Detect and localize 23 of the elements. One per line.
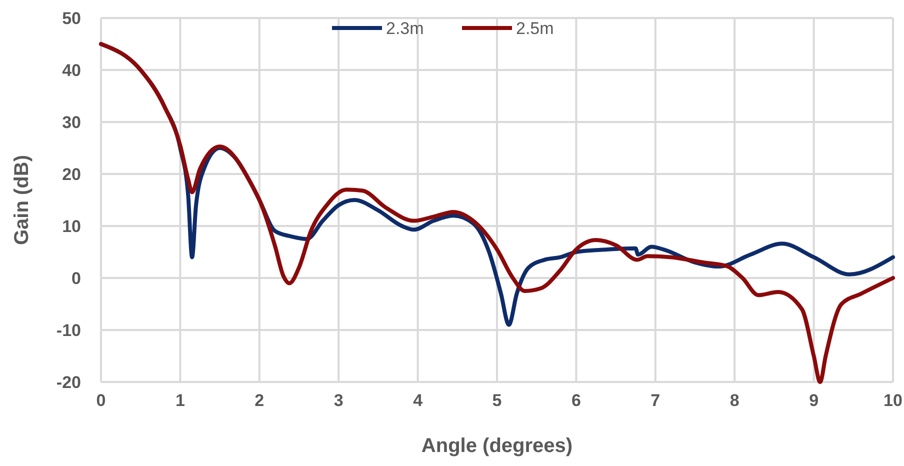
x-tick-label: 9 — [809, 391, 819, 410]
y-tick-label: 50 — [62, 9, 81, 28]
x-tick-label: 1 — [175, 391, 185, 410]
y-tick-label: 0 — [72, 269, 81, 288]
x-axis-title: Angle (degrees) — [421, 435, 573, 457]
y-axis-title: Gain (dB) — [11, 155, 33, 245]
x-tick-label: 7 — [650, 391, 660, 410]
legend-label: 2.5m — [516, 19, 554, 38]
y-tick-label: -10 — [56, 321, 81, 340]
x-tick-label: 5 — [492, 391, 502, 410]
x-tick-label: 2 — [254, 391, 264, 410]
y-tick-label: 40 — [62, 61, 81, 80]
x-tick-label: 10 — [884, 391, 902, 410]
x-tick-label: 4 — [413, 391, 424, 410]
legend-label: 2.3m — [386, 19, 424, 38]
x-tick-label: 8 — [730, 391, 740, 410]
x-tick-label: 3 — [334, 391, 344, 410]
x-tick-label: 6 — [571, 391, 581, 410]
y-tick-label: 30 — [62, 113, 81, 132]
y-tick-label: 20 — [62, 165, 81, 184]
y-tick-label: 10 — [62, 217, 81, 236]
y-tick-label: -20 — [56, 373, 81, 392]
x-tick-label: 0 — [96, 391, 106, 410]
